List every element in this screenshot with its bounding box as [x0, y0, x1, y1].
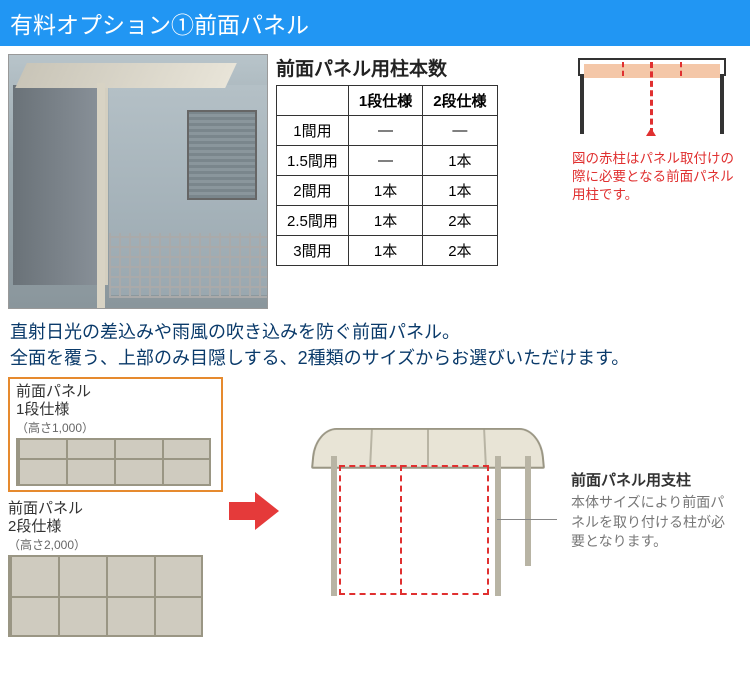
panel-2dan-thumb	[8, 555, 203, 637]
mini-diagram-column: 図の赤柱はパネル取付けの際に必要となる前面パネル用柱です。	[572, 54, 742, 309]
description-line1: 直射日光の差込みや雨風の吹き込みを防ぐ前面パネル。	[10, 319, 740, 345]
row-value: 1本	[423, 176, 497, 206]
support-title: 前面パネル用支柱	[571, 470, 736, 491]
support-text-block: 前面パネル用支柱 本体サイズにより前面パネルを取り付ける柱が必要となります。	[571, 470, 736, 552]
row-label: 1.5間用	[277, 146, 349, 176]
panel-1dan-height: （高さ1,000）	[16, 419, 215, 436]
table-row: 2間用 1本 1本	[277, 176, 498, 206]
panel-1dan-title: 前面パネル 1段仕様	[16, 383, 215, 419]
diagram-caption: 図の赤柱はパネル取付けの際に必要となる前面パネル用柱です。	[572, 150, 742, 205]
table-header-blank	[277, 86, 349, 116]
panel-2dan-height: （高さ2,000）	[8, 536, 223, 553]
table-row: 1間用 ― ―	[277, 116, 498, 146]
top-section: 前面パネル用柱本数 1段仕様 2段仕様 1間用 ― ― 1.5間用 ― 1本 2…	[0, 46, 750, 317]
table-header-1dan: 1段仕様	[348, 86, 422, 116]
panel-2dan-block: 前面パネル 2段仕様 （高さ2,000）	[8, 500, 223, 637]
row-value: ―	[348, 146, 422, 176]
bottom-section: 前面パネル 1段仕様 （高さ1,000） 前面パネル 2段仕様 （高さ2,000…	[0, 377, 750, 655]
row-value: 1本	[423, 146, 497, 176]
table-title: 前面パネル用柱本数	[276, 54, 564, 81]
row-value: 1本	[348, 236, 422, 266]
table-row: 1.5間用 ― 1本	[277, 146, 498, 176]
arrow-icon	[229, 486, 279, 536]
product-photo	[8, 54, 268, 309]
carport-diagram	[285, 419, 565, 604]
row-label: 2.5間用	[277, 206, 349, 236]
panel-1dan-block: 前面パネル 1段仕様 （高さ1,000）	[8, 377, 223, 492]
row-value: ―	[423, 116, 497, 146]
row-value: 1本	[348, 176, 422, 206]
description-text: 直射日光の差込みや雨風の吹き込みを防ぐ前面パネル。 全面を覆う、上部のみ目隠しす…	[0, 317, 750, 377]
section-header: 有料オプション①前面パネル	[0, 0, 750, 46]
row-value: 2本	[423, 236, 497, 266]
row-label: 1間用	[277, 116, 349, 146]
panel-1dan-thumb	[16, 438, 211, 486]
row-label: 2間用	[277, 176, 349, 206]
support-body: 本体サイズにより前面パネルを取り付ける柱が必要となります。	[571, 493, 736, 552]
table-header-row: 1段仕様 2段仕様	[277, 86, 498, 116]
row-value: 2本	[423, 206, 497, 236]
panel-spec-column: 前面パネル 1段仕様 （高さ1,000） 前面パネル 2段仕様 （高さ2,000…	[8, 377, 223, 645]
row-value: ―	[348, 116, 422, 146]
table-row: 2.5間用 1本 2本	[277, 206, 498, 236]
row-label: 3間用	[277, 236, 349, 266]
pillar-count-table: 1段仕様 2段仕様 1間用 ― ― 1.5間用 ― 1本 2間用 1本 1本 2…	[276, 85, 498, 266]
red-pillar-diagram	[572, 54, 732, 144]
description-line2: 全面を覆う、上部のみ目隠しする、2種類のサイズからお選びいただけます。	[10, 345, 740, 371]
table-header-2dan: 2段仕様	[423, 86, 497, 116]
table-row: 3間用 1本 2本	[277, 236, 498, 266]
pillar-table-column: 前面パネル用柱本数 1段仕様 2段仕様 1間用 ― ― 1.5間用 ― 1本 2…	[276, 54, 564, 309]
panel-2dan-title: 前面パネル 2段仕様	[8, 500, 223, 536]
row-value: 1本	[348, 206, 422, 236]
